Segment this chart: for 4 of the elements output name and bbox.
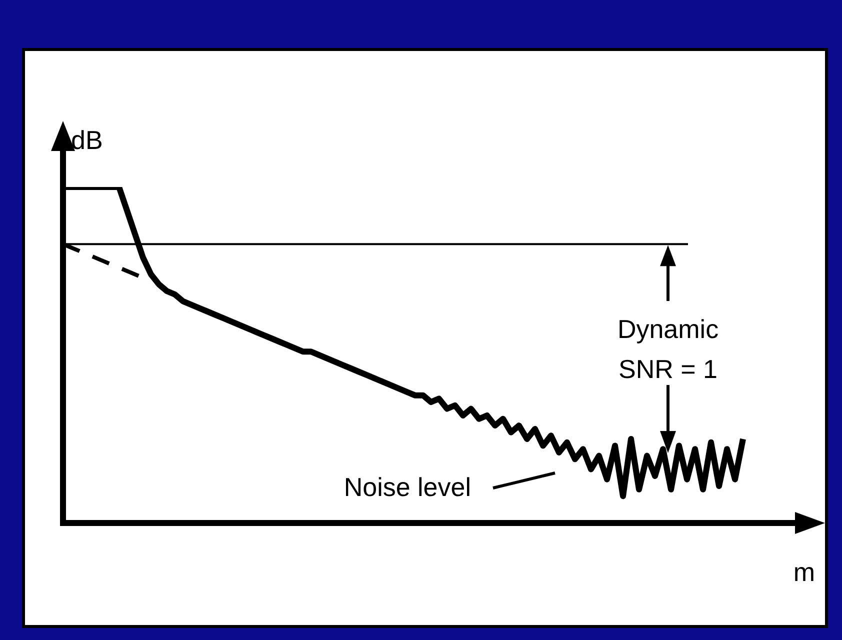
- x-axis-title: m: [793, 557, 815, 587]
- annotation: Noise level: [344, 472, 471, 502]
- annotation: Dynamic SNR = 1: [617, 314, 719, 384]
- y-axis-title: dB: [71, 125, 103, 155]
